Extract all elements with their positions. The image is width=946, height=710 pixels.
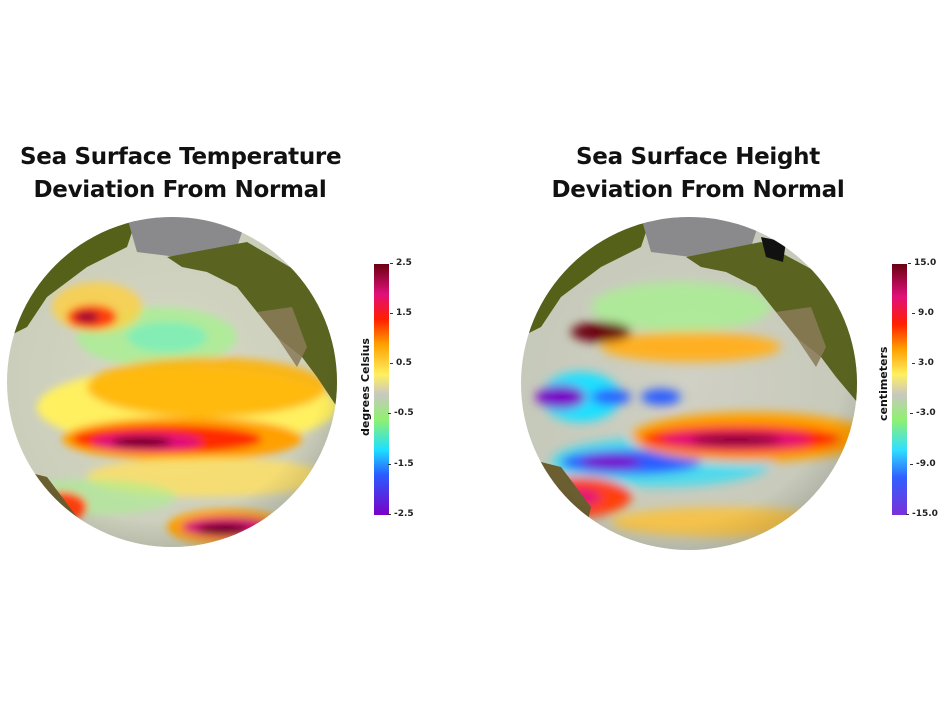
ssh-colorbar bbox=[892, 264, 907, 515]
sst-colorbar-tick: 0.5 bbox=[390, 358, 412, 368]
ssh-title: Sea Surface Height Deviation From Normal bbox=[538, 141, 858, 207]
sst-colorbar-tick: 1.5 bbox=[390, 308, 412, 318]
sst-colorbar-tick: -1.5 bbox=[388, 459, 414, 469]
ssh-colorbar-tick: -15.0 bbox=[906, 509, 938, 519]
sst-title: Sea Surface Temperature Deviation From N… bbox=[20, 141, 342, 207]
sst-colorbar-tick: -2.5 bbox=[388, 509, 414, 519]
sst-colorbar-tick: 2.5 bbox=[390, 258, 412, 268]
sst-title-line1: Sea Surface Temperature bbox=[20, 144, 342, 170]
sst-colorbar-tick: -0.5 bbox=[388, 408, 414, 418]
ssh-title-line1: Sea Surface Height bbox=[576, 144, 820, 170]
sst-colorbar bbox=[374, 264, 389, 515]
ssh-colorbar-tick: 15.0 bbox=[907, 258, 937, 268]
ssh-colorbar-tick: -9.0 bbox=[910, 459, 936, 469]
ssh-colorbar-tick: 3.0 bbox=[912, 358, 934, 368]
ssh-colorbar-label: centimeters bbox=[877, 346, 890, 421]
ssh-globe-map bbox=[521, 217, 857, 550]
ssh-colorbar-tick: -3.0 bbox=[910, 408, 936, 418]
sst-globe-map bbox=[7, 217, 337, 547]
sst-title-line2: Deviation From Normal bbox=[33, 177, 327, 203]
sst-colorbar-label: degrees Celsius bbox=[359, 338, 372, 436]
ssh-colorbar-tick: 9.0 bbox=[912, 308, 934, 318]
ssh-title-line2: Deviation From Normal bbox=[551, 177, 845, 203]
